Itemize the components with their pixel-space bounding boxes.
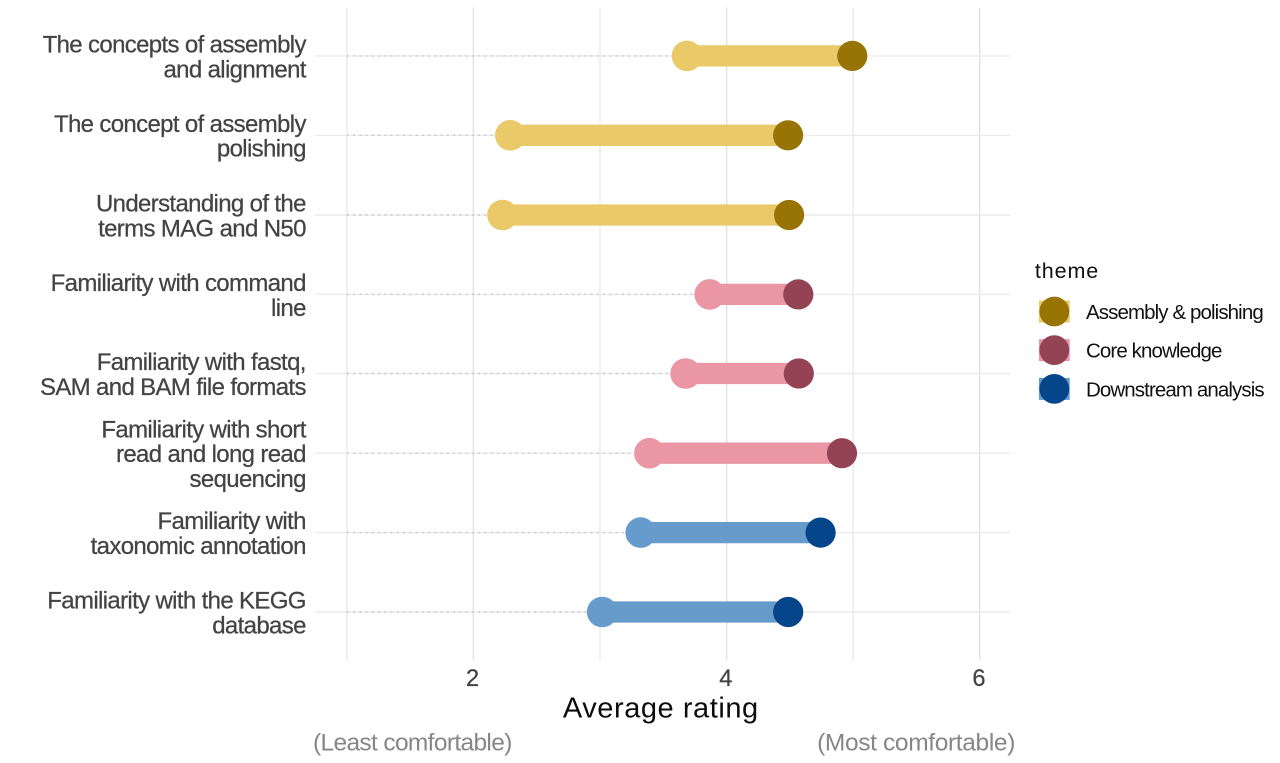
svg-text:Average rating: Average rating	[563, 693, 759, 725]
svg-text:database: database	[212, 612, 306, 639]
svg-text:Understanding of the: Understanding of the	[96, 191, 306, 218]
svg-text:Familiarity with fastq,: Familiarity with fastq,	[97, 349, 306, 376]
svg-text:Core knowledge: Core knowledge	[1086, 340, 1222, 363]
svg-text:SAM and BAM file formats: SAM and BAM file formats	[40, 374, 306, 401]
svg-text:Downstream analysis: Downstream analysis	[1086, 379, 1264, 402]
svg-text:line: line	[271, 295, 306, 322]
svg-text:taxonomic annotation: taxonomic annotation	[91, 533, 306, 560]
svg-text:(Least comfortable): (Least comfortable)	[313, 729, 512, 756]
svg-text:terms MAG and N50: terms MAG and N50	[98, 215, 306, 242]
svg-text:2: 2	[466, 666, 479, 692]
svg-text:Familiarity with command: Familiarity with command	[51, 270, 306, 297]
svg-text:(Most comfortable): (Most comfortable)	[817, 729, 1015, 756]
svg-text:The concept of assembly: The concept of assembly	[54, 111, 307, 138]
svg-text:Assembly & polishing: Assembly & polishing	[1086, 301, 1263, 324]
svg-text:Familiarity with short: Familiarity with short	[101, 416, 306, 443]
svg-text:and alignment: and alignment	[163, 56, 306, 83]
svg-text:6: 6	[972, 666, 985, 692]
svg-text:Familiarity with the KEGG: Familiarity with the KEGG	[47, 588, 306, 615]
svg-text:theme: theme	[1035, 259, 1099, 283]
svg-text:The concepts of assembly: The concepts of assembly	[43, 32, 307, 59]
svg-text:read and long read: read and long read	[116, 441, 306, 468]
svg-text:4: 4	[719, 666, 732, 692]
svg-text:Familiarity with: Familiarity with	[158, 508, 306, 535]
svg-text:sequencing: sequencing	[190, 466, 306, 493]
svg-text:polishing: polishing	[217, 136, 306, 163]
